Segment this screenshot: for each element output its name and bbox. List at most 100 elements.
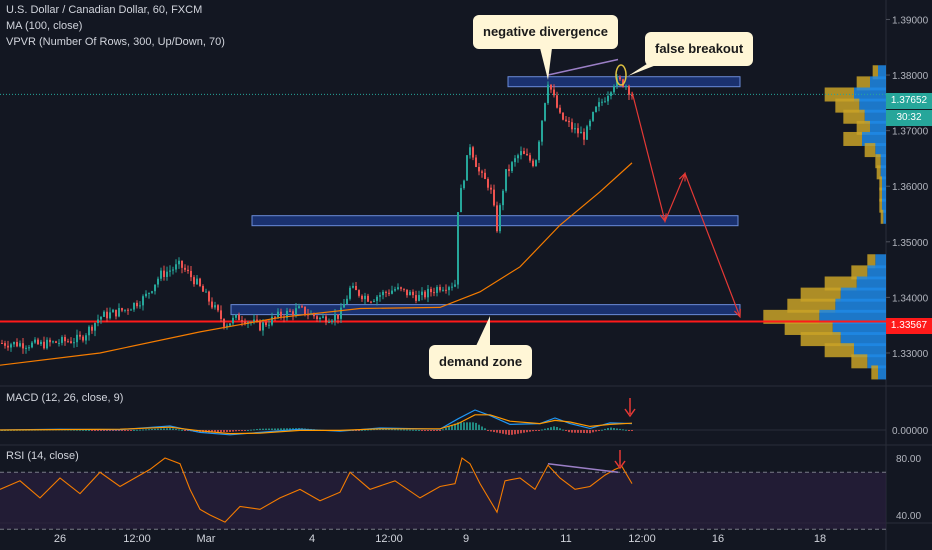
macd-histogram-bar — [112, 430, 114, 431]
macd-histogram-bar — [121, 430, 123, 431]
volume-profile-up-bar — [854, 343, 886, 358]
time-axis-label: 12:00 — [375, 533, 403, 545]
candle-down — [304, 306, 306, 315]
time-axis-label: 11 — [560, 533, 571, 545]
candle-up — [589, 120, 591, 127]
candle-down — [187, 269, 189, 271]
candle-up — [457, 212, 459, 285]
macd-histogram-bar — [418, 429, 420, 431]
candle-down — [406, 289, 408, 296]
macd-histogram-bar — [439, 430, 441, 431]
candle-down — [313, 313, 315, 317]
volume-profile-down-bar — [879, 198, 882, 213]
candle-up — [103, 311, 105, 317]
time-axis-label: 4 — [309, 533, 315, 545]
macd-histogram-bar — [106, 430, 108, 431]
candle-down — [241, 320, 243, 322]
macd-histogram-bar — [541, 429, 543, 431]
candle-down — [358, 290, 360, 296]
candle-down — [223, 318, 225, 327]
macd-histogram-bar — [619, 428, 621, 430]
price-axis-tick-label: 1.37000 — [892, 127, 929, 138]
macd-histogram-bar — [406, 429, 408, 431]
candle-down — [301, 306, 303, 308]
candle-down — [82, 336, 84, 341]
macd-histogram-bar — [526, 430, 528, 433]
candle-up — [514, 158, 516, 163]
candle-down — [565, 119, 567, 121]
candle-down — [259, 320, 261, 331]
macd-histogram-bar — [118, 430, 120, 431]
macd-histogram-bar — [403, 429, 405, 431]
projected-path-arrowhead — [734, 308, 741, 319]
candle-down — [274, 316, 276, 318]
macd-histogram-bar — [445, 427, 447, 430]
volume-profile-down-bar — [879, 187, 882, 202]
macd-histogram-bar — [454, 423, 456, 430]
macd-histogram-bar — [139, 429, 141, 431]
macd-histogram-bar — [511, 430, 513, 435]
candle-up — [100, 316, 102, 320]
time-axis-label: Mar — [197, 533, 216, 545]
volume-profile-down-bar — [880, 209, 884, 224]
macd-histogram-bar — [115, 430, 117, 431]
macd-histogram-bar — [103, 430, 105, 431]
candle-up — [601, 101, 603, 103]
macd-histogram-bar — [229, 430, 231, 432]
candle-down — [91, 326, 93, 331]
rsi-band — [0, 472, 886, 530]
macd-histogram-bar — [151, 429, 153, 431]
macd-histogram-bar — [133, 429, 135, 431]
candle-up — [610, 92, 612, 96]
candle-down — [163, 270, 165, 277]
macd-histogram-bar — [631, 430, 633, 431]
candle-down — [631, 94, 633, 96]
candle-up — [124, 309, 126, 311]
candle-down — [577, 128, 579, 134]
volume-profile-up-bar — [880, 154, 886, 169]
candle-up — [130, 309, 132, 311]
macd-histogram-bar — [397, 429, 399, 431]
candle-down — [478, 166, 480, 172]
candle-up — [541, 120, 543, 142]
macd-histogram-bar — [604, 428, 606, 430]
macd-histogram-bar — [580, 430, 582, 433]
macd-histogram-bar — [424, 430, 426, 431]
volume-profile-down-bar — [851, 354, 868, 369]
rsi-divergence-line — [547, 462, 619, 473]
candle-up — [427, 288, 429, 298]
candle-down — [388, 292, 390, 294]
macd-histogram-bar — [544, 428, 546, 430]
candle-down — [55, 341, 57, 343]
candle-down — [493, 189, 495, 206]
candle-up — [262, 322, 264, 331]
candle-up — [97, 319, 99, 324]
candle-up — [595, 106, 597, 112]
macd-histogram-bar — [589, 430, 591, 434]
macd-histogram-bar — [388, 429, 390, 431]
macd-histogram-bar — [457, 422, 459, 430]
candle-down — [289, 310, 291, 312]
candle-up — [157, 278, 159, 285]
macd-histogram-bar — [235, 430, 237, 432]
candle-up — [172, 269, 174, 271]
candle-up — [442, 289, 444, 291]
candle-down — [559, 107, 561, 113]
macd-histogram-bar — [220, 430, 222, 433]
candle-up — [166, 271, 168, 277]
volume-profile-up-bar — [878, 365, 886, 380]
macd-histogram-bar — [232, 430, 234, 432]
volume-profile-up-bar — [835, 298, 886, 313]
macd-histogram-bar — [124, 430, 126, 431]
macd-histogram-bar — [463, 422, 465, 430]
candle-up — [88, 326, 90, 336]
macd-histogram-bar — [211, 430, 213, 433]
macd-histogram-bar — [217, 430, 219, 433]
macd-histogram-bar — [505, 430, 507, 435]
candle-down — [532, 160, 534, 167]
candle-down — [211, 301, 213, 308]
macd-histogram-bar — [250, 429, 252, 431]
macd-histogram-bar — [562, 429, 564, 431]
candle-down — [79, 334, 81, 337]
macd-histogram-bar — [415, 429, 417, 431]
